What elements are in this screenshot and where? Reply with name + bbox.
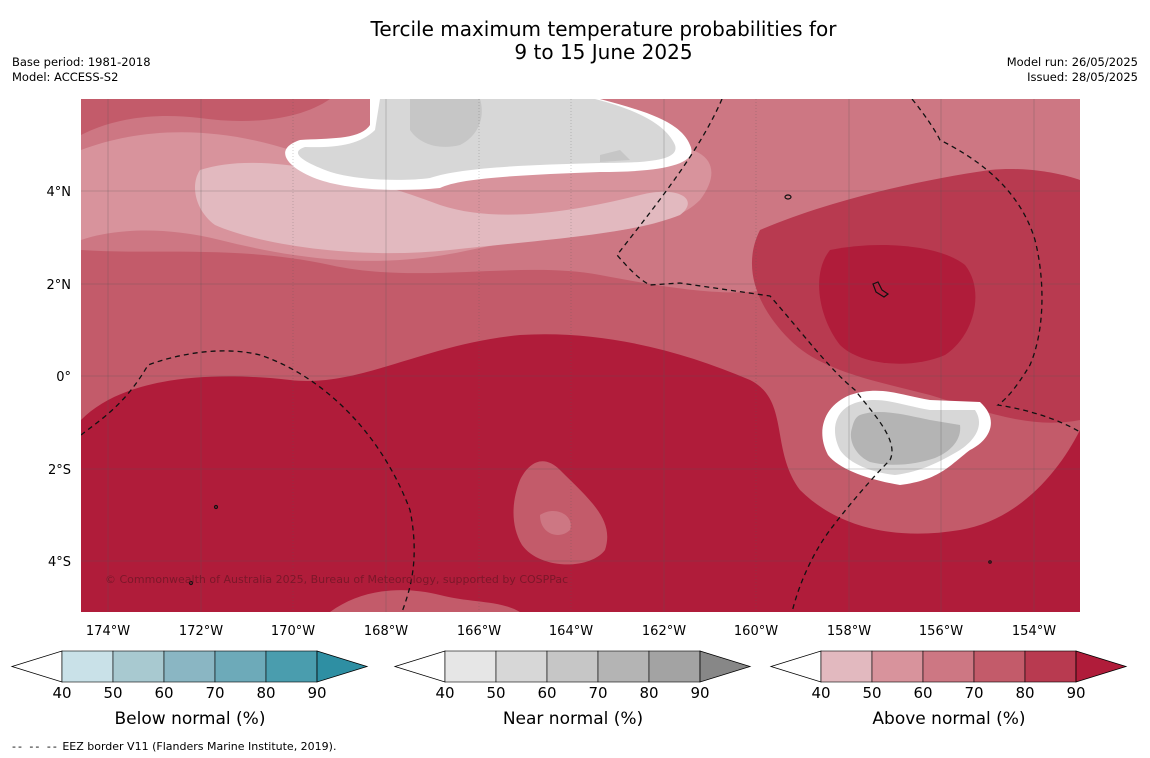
- near-normal-70-top-small: [600, 150, 630, 162]
- copyright-text: © Commonwealth of Australia 2025, Bureau…: [105, 573, 568, 586]
- lat-label: 0°: [56, 370, 71, 385]
- colorbar-extend-high: [699, 650, 752, 683]
- field-above-40: [195, 162, 688, 254]
- model-run-text: Model run: 26/05/2025: [1006, 55, 1138, 69]
- near-normal-colorbar: 40 50 60 70 80 90: [393, 650, 752, 702]
- colorbar-tick-label: 50: [862, 684, 881, 702]
- lon-label: 174°W: [86, 624, 130, 639]
- footer-dashes: -- -- --: [12, 740, 59, 753]
- near-normal-60-top: [297, 99, 676, 180]
- colorbar-tick-label: 80: [639, 684, 658, 702]
- lon-label: 162°W: [642, 624, 686, 639]
- lon-label: 170°W: [271, 624, 315, 639]
- islands: [188, 194, 992, 586]
- colorbar-tick-label: 40: [52, 684, 71, 702]
- field-above-70-top: [81, 99, 330, 135]
- title-line-2: 9 to 15 June 2025: [514, 40, 693, 64]
- field-above-70-blob: [540, 510, 571, 535]
- colorbar-segment: [648, 650, 701, 683]
- colorbar-tick-label: 80: [256, 684, 275, 702]
- field-above-90-right: [819, 245, 976, 364]
- lon-label: 168°W: [364, 624, 408, 639]
- colorbar-segment: [597, 650, 650, 683]
- field-above-90-bottom: [81, 334, 1080, 612]
- lat-label: 2°N: [47, 278, 72, 293]
- colorbar-extend-high: [1075, 650, 1128, 683]
- colorbar-tick-label: 40: [435, 684, 454, 702]
- colorbar-tick-label: 40: [811, 684, 830, 702]
- colorbar-segment: [444, 650, 497, 683]
- model-text: Model: ACCESS-S2: [12, 70, 119, 84]
- lon-label: 156°W: [919, 624, 963, 639]
- colorbar-tick-label: 90: [1066, 684, 1085, 702]
- eez-borders: [81, 99, 1080, 612]
- colorbar-segment: [61, 650, 114, 683]
- meta-left: Base period: 1981-2018 Model: ACCESS-S2: [12, 55, 151, 85]
- colorbar-extend-low: [10, 650, 63, 683]
- colorbar-extend-low: [769, 650, 822, 683]
- colorbar-tick-label: 50: [486, 684, 505, 702]
- colorbar-tick-label: 70: [205, 684, 224, 702]
- colorbar-tick-label: 70: [588, 684, 607, 702]
- colorbar-segment: [922, 650, 975, 683]
- colorbar-tick-label: 50: [103, 684, 122, 702]
- colorbar-segment: [1024, 650, 1077, 683]
- colorbar-segment: [265, 650, 318, 683]
- lat-label: 4°N: [47, 185, 72, 200]
- colorbar-segment: [214, 650, 267, 683]
- map-field: [81, 99, 1080, 612]
- lat-label: 4°S: [48, 555, 71, 570]
- lon-label: 160°W: [734, 624, 778, 639]
- lon-label: 166°W: [457, 624, 501, 639]
- below-normal-title: Below normal (%): [114, 709, 266, 729]
- colorbar-tick-label: 60: [913, 684, 932, 702]
- colorbar-segment: [495, 650, 548, 683]
- near-normal-80-right: [850, 412, 961, 465]
- colorbar-extend-low: [393, 650, 446, 683]
- lat-labels: 4°N 2°N 0° 2°S 4°S: [47, 185, 72, 570]
- lon-label: 158°W: [827, 624, 871, 639]
- above-normal-colorbar: 40 50 60 70 80 90: [769, 650, 1128, 702]
- colorbar-segment: [163, 650, 216, 683]
- colorbar-segment: [112, 650, 165, 683]
- issued-text: Issued: 28/05/2025: [1027, 70, 1138, 84]
- colorbar-tick-label: 90: [690, 684, 709, 702]
- below-normal-colorbar: 40 50 60 70 80 90: [10, 650, 369, 702]
- colorbar-segment: [973, 650, 1026, 683]
- lon-label: 154°W: [1012, 624, 1056, 639]
- near-normal-title: Near normal (%): [502, 709, 644, 729]
- colorbar-segment: [546, 650, 599, 683]
- footer-note: -- -- -- EEZ border V11 (Flanders Marine…: [12, 740, 336, 753]
- colorbar-segment: [820, 650, 873, 683]
- lon-label: 164°W: [549, 624, 593, 639]
- map-title: Tercile maximum temperature probabilitie…: [0, 18, 1150, 64]
- lon-label: 172°W: [179, 624, 223, 639]
- footer-text: EEZ border V11 (Flanders Marine Institut…: [62, 740, 337, 753]
- colorbar-tick-label: 60: [154, 684, 173, 702]
- title-line-1: Tercile maximum temperature probabilitie…: [370, 17, 837, 41]
- colorbar-tick-label: 90: [307, 684, 326, 702]
- lon-labels: 174°W 172°W 170°W 168°W 166°W 164°W 162°…: [86, 624, 1056, 639]
- colorbar-tick-label: 70: [964, 684, 983, 702]
- colorbar-tick-label: 80: [1015, 684, 1034, 702]
- base-period-text: Base period: 1981-2018: [12, 55, 151, 69]
- field-above-80-strip: [330, 590, 520, 612]
- above-normal-title: Above normal (%): [872, 709, 1026, 729]
- near-normal-70-top: [410, 99, 482, 147]
- colorbar-tick-label: 60: [537, 684, 556, 702]
- colorbar-segment: [871, 650, 924, 683]
- colorbar-extend-high: [316, 650, 369, 683]
- meta-right: Model run: 26/05/2025 Issued: 28/05/2025: [1007, 55, 1138, 85]
- lat-label: 2°S: [48, 463, 71, 478]
